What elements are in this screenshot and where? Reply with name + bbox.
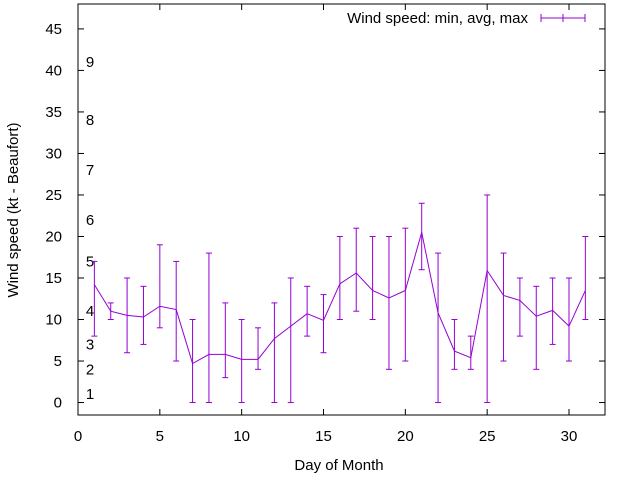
beaufort-label: 3: [86, 336, 94, 353]
beaufort-label: 9: [86, 54, 94, 71]
y-tick-label: 0: [54, 395, 62, 412]
y-tick-label: 25: [45, 187, 62, 204]
x-tick-label: 15: [315, 428, 332, 445]
x-axis: 0 5 10 15 20 25 30: [74, 4, 578, 445]
x-axis-label: Day of Month: [294, 457, 383, 474]
y-tick-label: 30: [45, 145, 62, 162]
x-tick-label: 10: [233, 428, 250, 445]
y-tick-label: 35: [45, 104, 62, 121]
x-tick-label: 5: [156, 428, 164, 445]
beaufort-label: 2: [86, 361, 94, 378]
x-tick-label: 20: [397, 428, 414, 445]
beaufort-label: 4: [86, 303, 94, 320]
average-line-path: [93, 232, 586, 365]
x-tick-label: 30: [561, 428, 578, 445]
beaufort-label: 1: [86, 386, 94, 403]
y-tick-label: 20: [45, 228, 62, 245]
y-tick-label: 10: [45, 312, 62, 329]
y-axis-label: Wind speed (kt - Beaufort): [5, 122, 22, 297]
y-tick-label: 5: [54, 353, 62, 370]
y-tick-label: 45: [45, 21, 62, 38]
average-line: [93, 232, 586, 365]
beaufort-label: 6: [86, 212, 94, 229]
x-tick-label: 0: [74, 428, 82, 445]
beaufort-label: 7: [86, 162, 94, 179]
beaufort-labels: 1 2 3 4 5 6 7 8 9: [86, 54, 94, 403]
error-bars: [91, 194, 589, 404]
legend-label: Wind speed: min, avg, max: [347, 10, 528, 27]
legend-sample: [540, 14, 586, 22]
legend: Wind speed: min, avg, max: [347, 10, 586, 27]
beaufort-label: 5: [86, 253, 94, 270]
beaufort-label: 8: [86, 112, 94, 129]
y-tick-label: 40: [45, 62, 62, 79]
y-tick-label: 15: [45, 270, 62, 287]
x-tick-label: 25: [479, 428, 496, 445]
plot-border: [77, 3, 606, 416]
plot-frame: [77, 3, 606, 416]
